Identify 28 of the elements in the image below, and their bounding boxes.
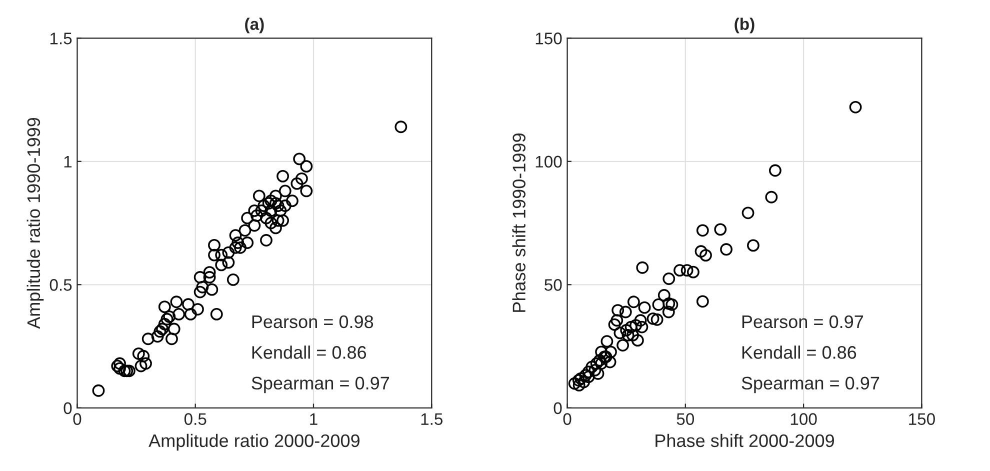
y-tick-label: 1	[64, 156, 72, 168]
chart-title: (a)	[245, 18, 264, 34]
y-axis-title: Phase shift 1990-1999	[512, 134, 526, 312]
y-tick-label: 50	[544, 279, 562, 291]
annotation: Kendall = 0.86	[742, 346, 856, 359]
y-tick-label: 0	[554, 402, 562, 414]
x-axis-title: Phase shift 2000-2009	[656, 434, 834, 448]
x-tick-label: 1	[310, 413, 318, 425]
x-tick-label: 50	[676, 413, 694, 425]
annotation: Pearson = 0.98	[252, 315, 374, 328]
y-tick-label: 0.5	[50, 279, 72, 291]
x-tick-label: 0	[73, 413, 82, 425]
x-tick-label: 0	[563, 413, 572, 425]
y-tick-label: 150	[536, 32, 562, 44]
x-axis-title: Amplitude ratio 2000-2009	[148, 434, 360, 451]
annotation: Pearson = 0.97	[742, 315, 863, 328]
chart-title: (b)	[734, 18, 754, 34]
y-tick-label: 100	[536, 156, 562, 168]
x-tick-label: 0.5	[184, 413, 206, 425]
x-tick-label: 1.5	[421, 413, 443, 425]
y-tick-label: 1.5	[50, 32, 72, 44]
annotation: Spearman = 0.97	[742, 376, 880, 394]
x-tick-label: 100	[790, 413, 817, 425]
x-tick-label: 150	[909, 413, 935, 425]
annotation: Kendall = 0.86	[252, 346, 366, 359]
y-tick-label: 0	[64, 402, 72, 414]
y-axis-title: Amplitude ratio 1990-1999	[26, 118, 44, 329]
annotation: Spearman = 0.97	[252, 376, 389, 394]
